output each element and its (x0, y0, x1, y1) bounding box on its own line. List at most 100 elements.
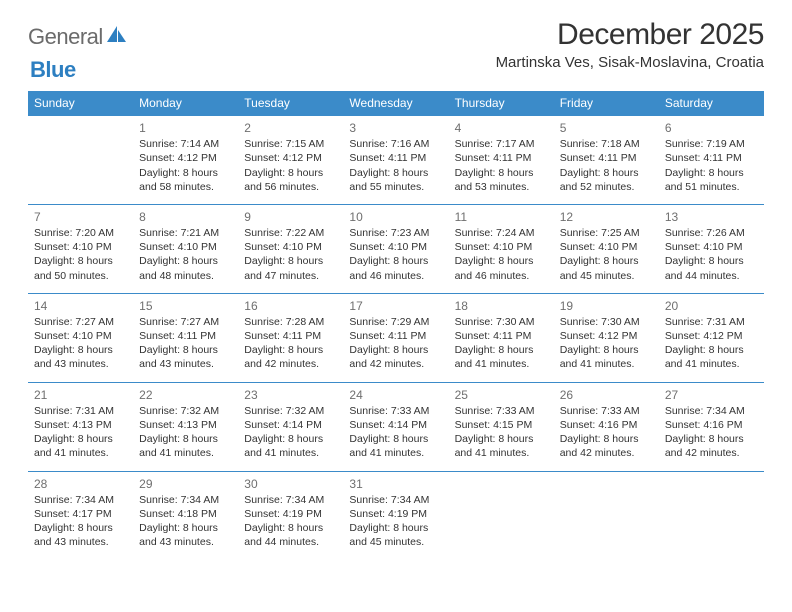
daylight-text: Daylight: 8 hours (665, 432, 758, 446)
daylight-text: Daylight: 8 hours (665, 343, 758, 357)
daylight-text: Daylight: 8 hours (244, 343, 337, 357)
day-number: 3 (349, 120, 442, 136)
daylight-text: Daylight: 8 hours (244, 166, 337, 180)
calendar-cell: 13Sunrise: 7:26 AMSunset: 4:10 PMDayligh… (659, 204, 764, 293)
day-number: 7 (34, 209, 127, 225)
daylight-text: and 43 minutes. (34, 357, 127, 371)
logo-word1: General (28, 24, 103, 50)
calendar-cell: 27Sunrise: 7:34 AMSunset: 4:16 PMDayligh… (659, 382, 764, 471)
day-number: 26 (560, 387, 653, 403)
daylight-text: Daylight: 8 hours (244, 254, 337, 268)
daylight-text: and 41 minutes. (455, 357, 548, 371)
weekday-header: Wednesday (343, 91, 448, 116)
calendar-row: 1Sunrise: 7:14 AMSunset: 4:12 PMDaylight… (28, 116, 764, 205)
calendar-cell: 19Sunrise: 7:30 AMSunset: 4:12 PMDayligh… (554, 293, 659, 382)
day-number: 2 (244, 120, 337, 136)
sunset-text: Sunset: 4:11 PM (665, 151, 758, 165)
sunrise-text: Sunrise: 7:21 AM (139, 226, 232, 240)
daylight-text: and 53 minutes. (455, 180, 548, 194)
sunrise-text: Sunrise: 7:19 AM (665, 137, 758, 151)
daylight-text: Daylight: 8 hours (349, 432, 442, 446)
daylight-text: and 42 minutes. (665, 446, 758, 460)
calendar-cell (659, 471, 764, 559)
sunset-text: Sunset: 4:11 PM (139, 329, 232, 343)
calendar-cell (554, 471, 659, 559)
calendar-cell: 20Sunrise: 7:31 AMSunset: 4:12 PMDayligh… (659, 293, 764, 382)
sunrise-text: Sunrise: 7:25 AM (560, 226, 653, 240)
daylight-text: Daylight: 8 hours (349, 166, 442, 180)
calendar-cell: 6Sunrise: 7:19 AMSunset: 4:11 PMDaylight… (659, 116, 764, 205)
daylight-text: and 41 minutes. (560, 357, 653, 371)
calendar-cell: 21Sunrise: 7:31 AMSunset: 4:13 PMDayligh… (28, 382, 133, 471)
day-number: 5 (560, 120, 653, 136)
calendar-row: 7Sunrise: 7:20 AMSunset: 4:10 PMDaylight… (28, 204, 764, 293)
sunset-text: Sunset: 4:10 PM (139, 240, 232, 254)
sunset-text: Sunset: 4:11 PM (349, 329, 442, 343)
daylight-text: and 41 minutes. (34, 446, 127, 460)
sunrise-text: Sunrise: 7:34 AM (349, 493, 442, 507)
daylight-text: Daylight: 8 hours (455, 343, 548, 357)
daylight-text: Daylight: 8 hours (560, 166, 653, 180)
daylight-text: Daylight: 8 hours (34, 343, 127, 357)
day-number: 12 (560, 209, 653, 225)
day-number: 18 (455, 298, 548, 314)
sunset-text: Sunset: 4:15 PM (455, 418, 548, 432)
calendar-cell (28, 116, 133, 205)
daylight-text: and 51 minutes. (665, 180, 758, 194)
sunrise-text: Sunrise: 7:33 AM (560, 404, 653, 418)
sunset-text: Sunset: 4:14 PM (244, 418, 337, 432)
calendar-cell: 23Sunrise: 7:32 AMSunset: 4:14 PMDayligh… (238, 382, 343, 471)
sunset-text: Sunset: 4:11 PM (560, 151, 653, 165)
daylight-text: and 41 minutes. (139, 446, 232, 460)
sunset-text: Sunset: 4:19 PM (244, 507, 337, 521)
day-number: 24 (349, 387, 442, 403)
calendar-cell: 7Sunrise: 7:20 AMSunset: 4:10 PMDaylight… (28, 204, 133, 293)
day-number: 22 (139, 387, 232, 403)
sunset-text: Sunset: 4:12 PM (560, 329, 653, 343)
sunrise-text: Sunrise: 7:34 AM (34, 493, 127, 507)
sunset-text: Sunset: 4:10 PM (34, 329, 127, 343)
sunrise-text: Sunrise: 7:34 AM (244, 493, 337, 507)
calendar-cell: 2Sunrise: 7:15 AMSunset: 4:12 PMDaylight… (238, 116, 343, 205)
daylight-text: Daylight: 8 hours (244, 521, 337, 535)
sunrise-text: Sunrise: 7:20 AM (34, 226, 127, 240)
calendar-cell: 4Sunrise: 7:17 AMSunset: 4:11 PMDaylight… (449, 116, 554, 205)
day-number: 9 (244, 209, 337, 225)
sunrise-text: Sunrise: 7:29 AM (349, 315, 442, 329)
daylight-text: Daylight: 8 hours (139, 166, 232, 180)
daylight-text: and 41 minutes. (349, 446, 442, 460)
daylight-text: and 45 minutes. (560, 269, 653, 283)
weekday-header: Thursday (449, 91, 554, 116)
day-number: 27 (665, 387, 758, 403)
sunrise-text: Sunrise: 7:31 AM (34, 404, 127, 418)
daylight-text: and 44 minutes. (244, 535, 337, 549)
daylight-text: and 58 minutes. (139, 180, 232, 194)
daylight-text: and 50 minutes. (34, 269, 127, 283)
calendar-cell: 18Sunrise: 7:30 AMSunset: 4:11 PMDayligh… (449, 293, 554, 382)
day-number: 13 (665, 209, 758, 225)
daylight-text: Daylight: 8 hours (665, 254, 758, 268)
daylight-text: Daylight: 8 hours (455, 166, 548, 180)
calendar-body: 1Sunrise: 7:14 AMSunset: 4:12 PMDaylight… (28, 116, 764, 560)
sunset-text: Sunset: 4:13 PM (139, 418, 232, 432)
daylight-text: Daylight: 8 hours (349, 343, 442, 357)
sunset-text: Sunset: 4:10 PM (665, 240, 758, 254)
sunrise-text: Sunrise: 7:33 AM (455, 404, 548, 418)
daylight-text: Daylight: 8 hours (560, 432, 653, 446)
calendar-page: General December 2025 Martinska Ves, Sis… (0, 0, 792, 559)
sunset-text: Sunset: 4:11 PM (349, 151, 442, 165)
daylight-text: Daylight: 8 hours (349, 254, 442, 268)
daylight-text: and 43 minutes. (139, 535, 232, 549)
day-number: 28 (34, 476, 127, 492)
weekday-header: Sunday (28, 91, 133, 116)
day-number: 30 (244, 476, 337, 492)
calendar-cell: 14Sunrise: 7:27 AMSunset: 4:10 PMDayligh… (28, 293, 133, 382)
calendar-cell: 25Sunrise: 7:33 AMSunset: 4:15 PMDayligh… (449, 382, 554, 471)
sunrise-text: Sunrise: 7:17 AM (455, 137, 548, 151)
day-number: 19 (560, 298, 653, 314)
daylight-text: Daylight: 8 hours (34, 521, 127, 535)
daylight-text: Daylight: 8 hours (560, 343, 653, 357)
daylight-text: and 46 minutes. (349, 269, 442, 283)
sunrise-text: Sunrise: 7:32 AM (139, 404, 232, 418)
sunrise-text: Sunrise: 7:27 AM (34, 315, 127, 329)
